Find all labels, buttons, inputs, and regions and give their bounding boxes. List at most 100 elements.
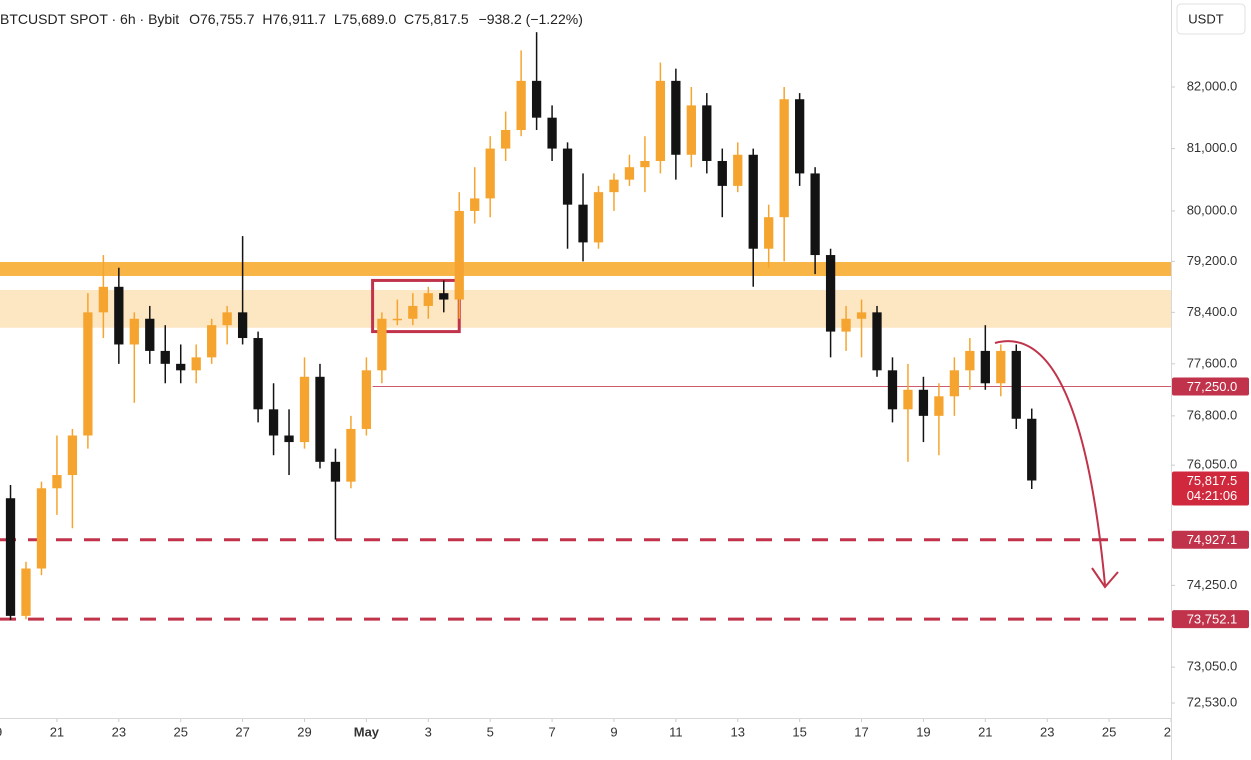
ohlc-value: 75,817.5 — [414, 11, 469, 27]
price-tag-label: 74,927.1 — [1187, 532, 1238, 547]
x-tick-label: 11 — [669, 724, 683, 739]
candle-body — [640, 160, 650, 168]
ohlc-value: 75,689.0 — [342, 11, 397, 27]
unit-button[interactable] — [1176, 3, 1246, 35]
candle-body — [299, 376, 310, 443]
y-tick-label: 72,530.0 — [1187, 694, 1238, 709]
x-tick-label: 23 — [1040, 724, 1054, 739]
x-tick-label: 15 — [792, 724, 806, 739]
candle-body — [748, 154, 758, 249]
x-tick-label: May — [354, 724, 380, 739]
ohlc-prefix: C — [404, 11, 414, 27]
x-tick-label: 13 — [731, 724, 745, 739]
x-tick-label: 3 — [425, 724, 432, 739]
candle-body — [222, 312, 232, 326]
candle-body — [268, 409, 279, 436]
candle-body — [160, 350, 170, 364]
price-tag — [1172, 377, 1249, 396]
unit-label: USDT — [1188, 11, 1223, 26]
candle-body — [531, 80, 542, 118]
candle-body — [764, 217, 774, 249]
price-tag-label: 77,250.0 — [1187, 379, 1238, 394]
y-tick-label: 73,050.0 — [1187, 659, 1238, 674]
candle-body — [578, 204, 588, 243]
price-tag — [1172, 530, 1249, 549]
candle-body — [114, 286, 124, 345]
candle-body — [330, 461, 341, 482]
candle-body — [423, 293, 433, 306]
candle-body — [887, 370, 898, 410]
candle-body — [377, 318, 387, 371]
candle-body — [918, 389, 929, 416]
candle-body — [516, 80, 526, 131]
ohlc-value: 76,911.7 — [273, 11, 327, 27]
candle-body — [671, 80, 681, 155]
candle-body — [655, 80, 666, 161]
plot-area: 19 21 23 25 27 29 May 3 5 7 9 11 13 15 17 19 21 23 25 27 — [0, 32, 1171, 739]
candle-body — [903, 389, 913, 410]
candle-body — [810, 173, 820, 256]
candle-body — [315, 376, 325, 462]
candle-body — [856, 312, 867, 319]
candle-body — [361, 370, 372, 429]
candle-body — [392, 318, 402, 321]
candle-body — [52, 475, 62, 489]
candle-body — [346, 428, 356, 482]
ohlc-prefix: H — [262, 11, 272, 27]
ohlc-value: 76,755.7 — [200, 11, 255, 27]
candle-body — [207, 325, 217, 358]
zone — [0, 262, 1171, 276]
candle-body — [253, 338, 263, 410]
candle-body — [176, 363, 186, 371]
change: −938.2 (−1.22%) — [479, 11, 583, 27]
candle-body — [67, 435, 78, 476]
candle-body — [996, 350, 1006, 384]
chart-title: BTCUSDT SPOT · 6h · Bybit — [0, 11, 179, 27]
candle-body — [439, 293, 449, 300]
candle-body — [949, 370, 960, 397]
x-tick-label: 25 — [1102, 724, 1116, 739]
candle-body — [609, 179, 619, 193]
y-tick-label: 80,000.0 — [1187, 202, 1238, 217]
candle-body — [841, 318, 851, 332]
x-tick-label: 25 — [173, 724, 187, 739]
x-tick-label: 29 — [297, 724, 311, 739]
y-tick-label: 78,400.0 — [1187, 304, 1238, 319]
candle-body — [825, 255, 836, 332]
zone — [0, 289, 1171, 328]
candle-body — [145, 318, 155, 351]
candle-body — [547, 117, 557, 149]
last-price-tag — [1172, 471, 1249, 506]
arrow — [994, 340, 1106, 586]
candle-body — [934, 396, 944, 416]
candle-body — [702, 105, 712, 161]
x-tick-label: 23 — [112, 724, 126, 739]
candle-body — [21, 568, 31, 616]
candle-body — [191, 357, 201, 371]
candle-body — [562, 148, 573, 205]
candle-body — [779, 99, 789, 218]
ohlc-prefix: O — [189, 11, 200, 27]
candle-body — [686, 105, 696, 155]
y-tick-label: 76,050.0 — [1187, 457, 1238, 472]
x-tick-label: 27 — [235, 724, 249, 739]
candle-body — [872, 312, 882, 371]
price-tag-label: 73,752.1 — [1187, 612, 1238, 627]
last-price-label: 75,817.5 — [1187, 473, 1238, 488]
x-tick-label: 9 — [610, 724, 617, 739]
candle-body — [470, 198, 480, 211]
candle-body — [98, 286, 109, 313]
y-tick-label: 76,800.0 — [1187, 407, 1238, 422]
candle-body — [83, 312, 93, 436]
candle-body — [36, 488, 47, 569]
candle-body — [1027, 418, 1037, 481]
candle-body — [454, 210, 464, 300]
arrow-head — [1091, 567, 1119, 589]
candle-body — [129, 318, 139, 345]
candle-body — [284, 435, 294, 443]
x-tick-label: 21 — [978, 724, 992, 739]
y-tick-label: 82,000.0 — [1187, 78, 1238, 93]
y-tick-label: 81,000.0 — [1187, 140, 1238, 155]
